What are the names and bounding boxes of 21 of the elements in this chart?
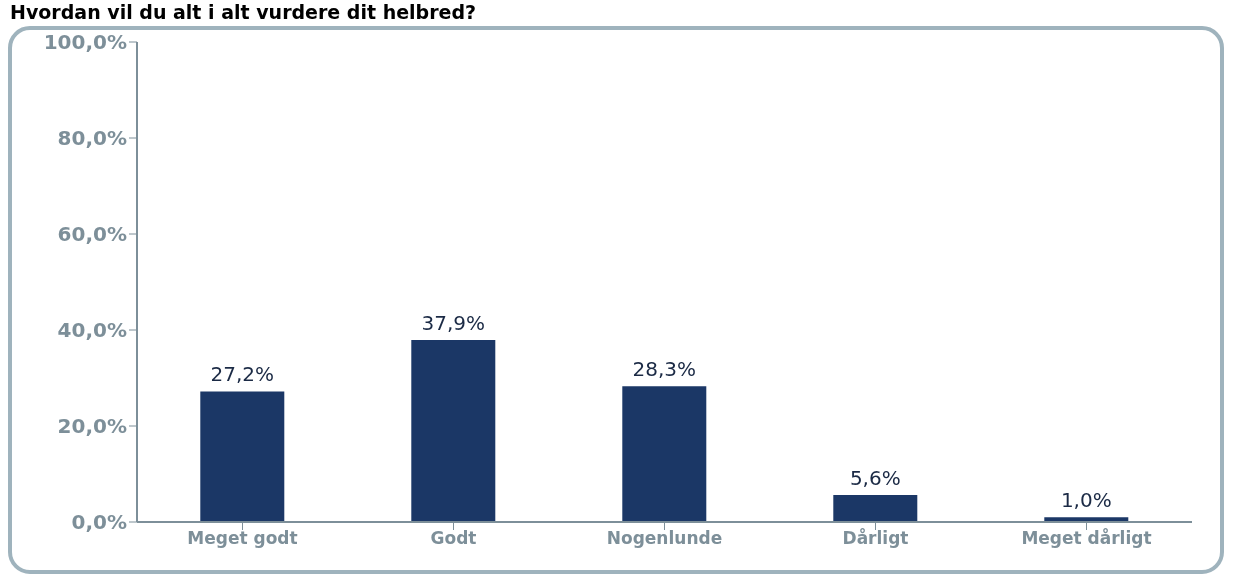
bar (833, 495, 918, 522)
data-label: 5,6% (849, 466, 901, 491)
x-tick-label: Meget godt (187, 528, 298, 549)
bar (200, 391, 285, 522)
chart-title: Hvordan vil du alt i alt vurdere dit helbred? (9, 0, 478, 24)
x-tick-label: Dårligt (842, 527, 909, 549)
y-tick-label: 0,0% (71, 510, 127, 535)
data-label: 28,3% (632, 357, 697, 382)
x-tick-label: Nogenlunde (606, 528, 723, 549)
bar (411, 340, 496, 522)
y-tick-label: 40,0% (57, 318, 127, 343)
y-tick-label: 80,0% (57, 126, 127, 151)
data-label: 1,0% (1060, 488, 1112, 513)
data-label: 37,9% (421, 311, 486, 336)
y-tick-label: 60,0% (57, 222, 127, 247)
bar (622, 386, 707, 522)
x-tick-label: Meget dårligt (1021, 527, 1152, 549)
y-tick-label: 20,0% (57, 414, 127, 439)
x-tick-label: Godt (430, 528, 477, 549)
data-label: 27,2% (210, 362, 275, 387)
y-tick-label: 100,0% (43, 30, 127, 55)
